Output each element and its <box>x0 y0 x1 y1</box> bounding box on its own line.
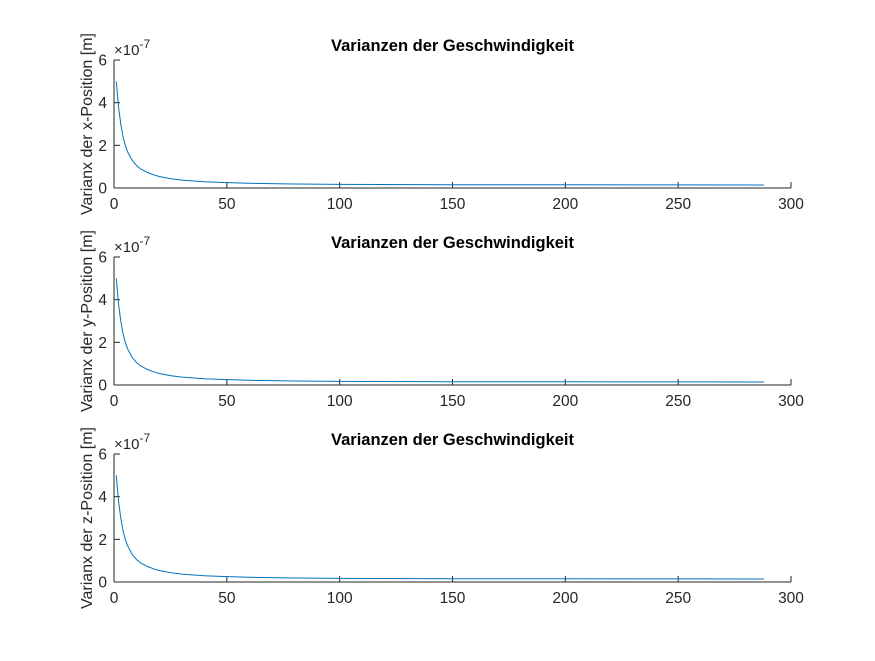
subplot-1-x-tick-label: 50 <box>218 196 236 213</box>
subplot-2-x-tick-label: 0 <box>110 393 119 410</box>
subplot-2-y-tick-label: 2 <box>98 335 107 352</box>
subplot-3-y-exponent-power: -7 <box>139 431 150 445</box>
subplot-2-y-tick-label: 6 <box>98 250 107 267</box>
subplot-3-x-tick-label: 300 <box>778 590 804 607</box>
subplot-1-title: Varianzen der Geschwindigkeit <box>331 37 575 55</box>
subplot-2-x-tick-label: 100 <box>327 393 353 410</box>
subplot-3-y-tick-label: 0 <box>98 575 107 592</box>
subplot-2-series-line <box>115 278 764 383</box>
subplot-1-y-exponent-base: ×10 <box>114 42 139 59</box>
subplot-1-y-tick-label: 0 <box>98 181 107 198</box>
subplot-1-y-tick-label: 6 <box>98 53 107 70</box>
subplot-3-y-exponent-label: ×10-7 <box>114 431 150 453</box>
subplot-1-x-tick-label: 0 <box>110 196 119 213</box>
subplot-1-series-line <box>115 81 764 186</box>
subplot-3-y-tick-label: 4 <box>98 489 107 506</box>
subplot-2-y-tick-label: 4 <box>98 292 107 309</box>
subplot-3-x-tick-label: 100 <box>327 590 353 607</box>
subplot-2-y-exponent-power: -7 <box>139 234 150 248</box>
subplot-2-y-exponent-label: ×10-7 <box>114 234 150 256</box>
subplot-3-y-exponent-base: ×10 <box>114 436 139 453</box>
subplot-2-x-tick-label: 200 <box>552 393 578 410</box>
subplot-1-y-exponent-power: -7 <box>139 37 150 51</box>
subplot-1-x-tick-label: 200 <box>552 196 578 213</box>
subplot-3-y-tick-label: 6 <box>98 447 107 464</box>
subplot-3-series-line <box>115 475 764 580</box>
subplot-2-x-tick-label: 250 <box>665 393 691 410</box>
subplot-2-x-tick-label: 150 <box>440 393 466 410</box>
subplot-2-x-tick-label: 50 <box>218 393 236 410</box>
subplot-2-x-tick-label: 300 <box>778 393 804 410</box>
subplot-3-y-tick-label: 2 <box>98 532 107 549</box>
subplot-3-x-tick-label: 250 <box>665 590 691 607</box>
subplot-3-x-tick-label: 0 <box>110 590 119 607</box>
subplot-1-x-tick-label: 100 <box>327 196 353 213</box>
subplot-1-y-tick-label: 2 <box>98 138 107 155</box>
subplot-3-title: Varianzen der Geschwindigkeit <box>331 431 575 449</box>
subplot-1-x-tick-label: 250 <box>665 196 691 213</box>
subplot-1-y-axis-label: Varianx der x-Position [m] <box>79 33 96 215</box>
subplot-3-x-tick-label: 200 <box>552 590 578 607</box>
subplot-1-y-tick-label: 4 <box>98 95 107 112</box>
subplot-3-y-axis-label: Varianx der z-Position [m] <box>79 427 96 609</box>
subplot-2-y-tick-label: 0 <box>98 378 107 395</box>
subplot-2-y-axis-label: Varianx der y-Position [m] <box>79 230 96 412</box>
subplot-1-y-exponent-label: ×10-7 <box>114 37 150 59</box>
subplot-3-x-tick-label: 150 <box>440 590 466 607</box>
subplot-3-x-tick-label: 50 <box>218 590 236 607</box>
subplot-2-y-exponent-base: ×10 <box>114 239 139 256</box>
subplot-1-x-tick-label: 150 <box>440 196 466 213</box>
subplot-1-x-tick-label: 300 <box>778 196 804 213</box>
subplot-2-title: Varianzen der Geschwindigkeit <box>331 234 575 252</box>
